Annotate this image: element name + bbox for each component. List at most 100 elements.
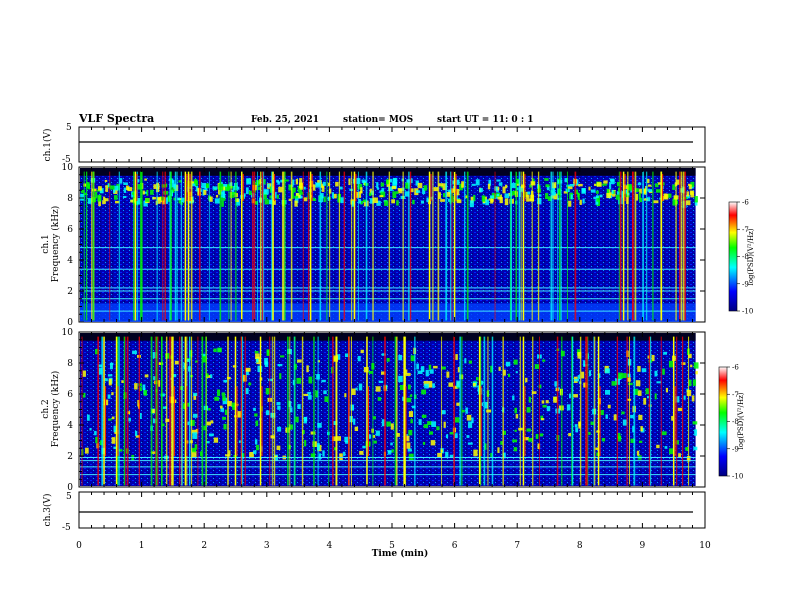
ch2-spectrogram-emission-cell bbox=[222, 395, 226, 401]
ch2-spectrogram-emission-cell bbox=[339, 453, 343, 461]
ch2-spectrogram-emission-cell bbox=[577, 352, 582, 359]
ch1-spectrogram-emission-cell bbox=[264, 199, 269, 205]
ch2-spectrogram-emission-cell bbox=[417, 370, 423, 375]
ch1-spectrogram-emission-cell bbox=[647, 184, 652, 187]
ch2-spectrogram-emission-cell bbox=[632, 425, 635, 433]
ch2-spectrogram-emission-cell bbox=[135, 435, 141, 438]
ch1-spectrogram-emission-cell bbox=[168, 196, 171, 202]
ch1-spectrogram-emission-cell bbox=[599, 194, 603, 198]
ch1-spectrogram-emission-cell bbox=[331, 192, 334, 199]
ch1-spectrogram-emission-cell bbox=[546, 185, 550, 191]
ch2-spectrogram-emission-cell bbox=[427, 381, 433, 388]
ch2-spectrogram-ytick-label: 6 bbox=[67, 390, 73, 400]
ch2-spectrogram-emission-cell bbox=[671, 415, 674, 421]
ch1-spectrogram-emission-cell bbox=[298, 182, 304, 189]
ch1-spectrogram-emission-cell bbox=[459, 183, 463, 191]
ch1-spectrogram-emission-cell bbox=[107, 183, 110, 187]
ch1-spectrogram-emission-cell bbox=[685, 194, 690, 199]
ch1-spectrogram-emission-cell bbox=[280, 179, 284, 183]
ch1-spectrogram-emission-cell bbox=[132, 192, 135, 195]
ch2-spectrogram-emission-cell bbox=[685, 447, 689, 451]
ch2-spectrogram-emission-cell bbox=[678, 453, 681, 457]
ch1-spectrogram-emission-cell bbox=[643, 189, 647, 194]
ch1-spectrogram-emission-cell bbox=[479, 188, 483, 193]
ch1-spectrogram-emission-cell bbox=[269, 186, 272, 193]
ch2-colorbar-tick-label: -9 bbox=[732, 445, 739, 453]
ch2-spectrogram-emission-cell bbox=[237, 411, 242, 418]
ch2-spectrogram-emission-cell bbox=[111, 392, 114, 396]
ch2-spectrogram-emission-cell bbox=[94, 430, 97, 436]
ch1-spectrogram-emission-cell bbox=[438, 192, 441, 199]
ch2-spectrogram-ytick-label: 4 bbox=[67, 421, 73, 431]
ch1-spectrogram-emission-cell bbox=[570, 194, 573, 200]
ch2-spectrogram-emission-cell bbox=[407, 384, 411, 390]
ch1-spectrogram-emission-cell bbox=[292, 179, 295, 186]
ch1-spectrogram-emission-cell bbox=[397, 188, 402, 191]
ch2-colorbar-label: log(PSD)(V²/Hz) bbox=[737, 392, 745, 449]
ch2-spectrogram-emission-cell bbox=[221, 392, 226, 396]
ch2-spectrogram-emission-cell bbox=[191, 429, 197, 434]
ch2-spectrogram-emission-cell bbox=[113, 425, 117, 433]
ch1-spectrogram-emission-cell bbox=[473, 194, 476, 202]
ch2-spectrogram-emission-cell bbox=[456, 380, 461, 388]
ch2-spectrogram-emission-cell bbox=[358, 383, 363, 391]
ch1-spectrogram-emission-cell bbox=[595, 195, 599, 199]
ch2-spectrogram-emission-cell bbox=[128, 417, 131, 422]
ch2-spectrogram-emission-cell bbox=[406, 442, 411, 449]
ch1-spectrogram-emission-cell bbox=[303, 197, 308, 202]
start-time-label: start UT = 11: 0 : 1 bbox=[437, 115, 534, 125]
ch2-spectrogram-emission-cell bbox=[526, 428, 531, 432]
ch2-spectrogram-emission-cell bbox=[398, 354, 403, 361]
ch2-spectrogram-emission-cell bbox=[457, 367, 460, 373]
ch1-spectrogram-emission-cell bbox=[638, 192, 641, 200]
ch2-spectrogram-emission-cell bbox=[430, 440, 436, 446]
ch2-spectrogram-panel: 0 2 4 6 8 10 ch.2 Frequency (kHz) bbox=[41, 328, 706, 493]
ch2-spectrogram-emission-cell bbox=[694, 429, 698, 436]
ch2-spectrogram-emission-cell bbox=[297, 359, 302, 363]
ch1-spectrogram-emission-cell bbox=[426, 197, 429, 203]
ch2-spectrogram-emission-cell bbox=[220, 405, 223, 409]
ch2-spectrogram-emission-cell bbox=[668, 360, 674, 368]
ch2-spectrogram-emission-cell bbox=[498, 366, 501, 371]
ch1-spectrogram-emission-cell bbox=[309, 180, 314, 187]
ch1-spectrogram-emission-cell bbox=[288, 198, 292, 202]
ch1-spectrogram-emission-cell bbox=[376, 187, 380, 190]
ch2-spectrogram-emission-cell bbox=[515, 414, 519, 419]
ch1-spectrogram-emission-cell bbox=[380, 191, 386, 198]
ch2-colorbar-tick-label: -7 bbox=[732, 391, 739, 399]
ch2-spectrogram-emission-cell bbox=[317, 360, 320, 363]
ch2-spectrogram-emission-cell bbox=[183, 362, 186, 370]
ch2-spectrogram-emission-cell bbox=[89, 427, 92, 431]
ch2-spectrogram-emission-cell bbox=[375, 430, 380, 436]
ch2-spectrogram-emission-cell bbox=[405, 435, 410, 442]
ch2-spectrogram-emission-cell bbox=[568, 393, 571, 399]
ch2-spectrogram-emission-cell bbox=[228, 450, 231, 457]
ch2-spectrogram-emission-cell bbox=[476, 377, 479, 381]
ch2-spectrogram-emission-cell bbox=[205, 373, 209, 377]
ch2-spectrogram-emission-cell bbox=[505, 361, 511, 367]
ch2-spectrogram-emission-cell bbox=[186, 402, 190, 407]
ch1-spectrogram-emission-cell bbox=[351, 200, 356, 207]
ch2-spectrogram-emission-cell bbox=[274, 455, 278, 458]
ch1-spectrogram-emission-cell bbox=[201, 182, 206, 189]
x-tick-label: 6 bbox=[452, 541, 458, 551]
ch2-spectrogram-emission-cell bbox=[348, 416, 353, 423]
ch1-spectrogram-ytick-label: 2 bbox=[67, 287, 73, 297]
ch1-spectrogram-emission-cell bbox=[376, 200, 381, 206]
ch2-spectrogram-emission-cell bbox=[360, 349, 364, 354]
ch1-spectrogram-emission-cell bbox=[204, 186, 208, 191]
ch1-spectrogram-emission-cell bbox=[360, 200, 363, 205]
ch1-spectrogram-emission-cell bbox=[606, 188, 610, 196]
ch2-spectrogram-emission-cell bbox=[222, 416, 227, 420]
ch1-spectrogram-emission-cell bbox=[595, 190, 599, 194]
ch2-spectrogram-emission-cell bbox=[202, 353, 206, 357]
ch2-spectrogram-emission-cell bbox=[622, 419, 628, 426]
ch2-spectrogram-emission-cell bbox=[351, 388, 356, 395]
ch2-spectrogram-emission-cell bbox=[675, 440, 679, 445]
ch1-spectrogram-emission-cell bbox=[222, 188, 225, 195]
ch1-spectrogram-emission-cell bbox=[455, 188, 460, 196]
ch1-spectrogram-emission-cell bbox=[113, 185, 119, 191]
ch2-spectrogram-emission-cell bbox=[473, 382, 476, 387]
ch2-spectrogram-emission-cell bbox=[425, 369, 429, 377]
ch1-spectrogram-emission-cell bbox=[125, 185, 129, 191]
